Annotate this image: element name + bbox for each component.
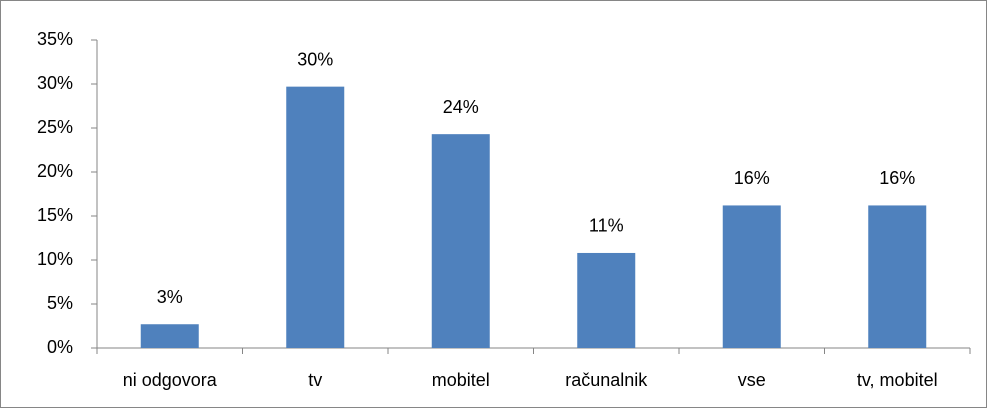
y-tick-label: 35%	[37, 29, 73, 49]
data-label: 24%	[443, 97, 479, 117]
y-tick-label: 0%	[47, 337, 73, 357]
x-tick-label: tv	[308, 370, 322, 390]
data-label: 3%	[157, 287, 183, 307]
y-tick-label: 20%	[37, 161, 73, 181]
bar	[868, 205, 927, 348]
data-label: 16%	[879, 168, 915, 188]
bar	[431, 134, 490, 348]
data-label: 16%	[734, 168, 770, 188]
bar	[140, 324, 199, 348]
bar	[577, 252, 636, 348]
y-tick-label: 15%	[37, 205, 73, 225]
x-tick-label: mobitel	[432, 370, 490, 390]
data-label: 11%	[589, 216, 624, 236]
y-tick-label: 10%	[37, 249, 73, 269]
x-tick-label: tv, mobitel	[857, 370, 938, 390]
x-tick-label: računalnik	[565, 370, 648, 390]
x-tick-label: ni odgovora	[123, 370, 218, 390]
y-tick-label: 5%	[47, 293, 73, 313]
bar	[286, 86, 345, 348]
x-tick-label: vse	[738, 370, 766, 390]
data-label: 30%	[297, 49, 333, 69]
y-tick-label: 25%	[37, 117, 73, 137]
bar	[722, 205, 781, 348]
y-tick-label: 30%	[37, 73, 73, 93]
